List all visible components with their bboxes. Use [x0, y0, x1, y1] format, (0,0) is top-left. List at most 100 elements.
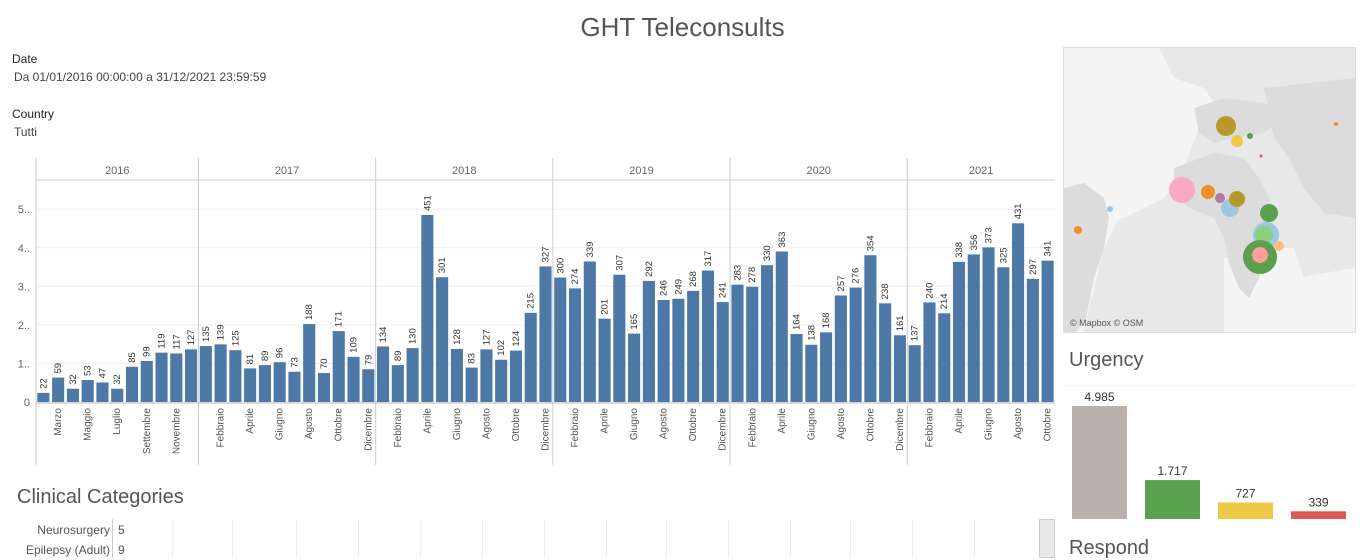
bar-value-label: 292	[644, 261, 655, 277]
bar-value-label: 135	[201, 326, 212, 342]
bar	[155, 352, 168, 402]
bar-value-label: 188	[304, 304, 315, 320]
month-label: Dicembre	[363, 408, 374, 451]
bar	[244, 368, 257, 402]
bar-value-label: 139	[216, 325, 227, 341]
bar-value-label: 127	[186, 329, 197, 345]
urgency-value-label: 727	[1235, 487, 1255, 501]
urgency-value-label: 339	[1308, 495, 1328, 509]
month-label: Marzo	[53, 408, 64, 436]
bar-value-label: 317	[703, 251, 714, 267]
bar	[716, 302, 729, 402]
bar-value-label: 137	[910, 325, 921, 341]
bar	[450, 348, 463, 402]
bar-value-label: 297	[1028, 259, 1039, 275]
urgency-chart: 4.985 1.717 727 339	[1063, 385, 1355, 519]
bar-value-label: 161	[895, 315, 906, 331]
date-filter-value[interactable]: Da 01/01/2016 00:00:00 a 31/12/2021 23:5…	[14, 70, 267, 84]
bar	[421, 215, 434, 402]
bar-value-label: 119	[157, 334, 168, 349]
year-label: 2021	[969, 165, 993, 177]
bar-value-label: 257	[836, 276, 847, 292]
y-tick-label: 4..	[18, 243, 30, 255]
bar	[66, 388, 79, 402]
month-label: Luglio	[112, 408, 123, 435]
bar	[613, 274, 626, 402]
month-label: Febbraio	[924, 408, 935, 448]
map[interactable]: © Mapbox © OSM	[1063, 47, 1356, 333]
bar-value-label: 168	[821, 312, 832, 328]
bar-value-label: 89	[260, 351, 271, 362]
urgency-value-label: 1.717	[1157, 464, 1187, 478]
bar	[583, 261, 596, 402]
month-label: Agosto	[836, 408, 847, 440]
bar	[214, 344, 227, 402]
date-filter-label: Date	[12, 52, 38, 66]
bar-value-label: 238	[880, 283, 891, 299]
urgency-bar	[1218, 502, 1273, 519]
bar-value-label: 201	[600, 299, 611, 315]
month-label: Ottobre	[511, 408, 522, 442]
month-label: Dicembre	[718, 408, 729, 451]
bar	[834, 295, 847, 402]
bar	[258, 365, 271, 402]
bar	[672, 298, 685, 402]
bar-value-label: 70	[319, 358, 330, 369]
bar	[495, 359, 508, 402]
bar	[480, 349, 493, 402]
bar	[893, 335, 906, 402]
bar-value-label: 124	[511, 331, 522, 347]
bar-value-label: 32	[112, 374, 123, 385]
clinical-row-name: Neurosurgery	[37, 523, 110, 537]
month-label: Aprile	[600, 408, 611, 434]
month-label: Ottobre	[334, 408, 345, 442]
year-label: 2019	[629, 165, 653, 177]
bar	[229, 350, 242, 402]
urgency-title: Urgency	[1069, 349, 1144, 371]
bar	[125, 366, 139, 402]
urgency-bar	[1072, 406, 1127, 519]
month-label: Febbraio	[216, 408, 227, 448]
bar	[288, 371, 301, 402]
bar-value-label: 240	[924, 283, 935, 299]
bar-value-label: 341	[1043, 241, 1054, 257]
bar-value-label: 249	[673, 279, 684, 295]
month-label: Giugno	[984, 408, 995, 441]
bar	[465, 367, 478, 402]
bar-value-label: 109	[349, 337, 360, 353]
bar-value-label: 53	[83, 365, 94, 376]
bar-value-label: 363	[777, 232, 788, 248]
bar	[81, 380, 94, 402]
month-label: Agosto	[1013, 408, 1024, 440]
bar	[539, 266, 552, 402]
bar	[568, 288, 582, 402]
month-label: Ottobre	[865, 408, 876, 442]
bar	[37, 392, 50, 402]
bar-value-label: 171	[334, 311, 345, 327]
country-filter-value[interactable]: Tutti	[14, 125, 37, 139]
month-label: Aprile	[422, 408, 433, 434]
bar-value-label: 327	[541, 247, 552, 263]
clinical-row[interactable]: Neurosurgery 5	[0, 523, 126, 537]
bar	[376, 346, 390, 402]
bar-value-label: 73	[289, 357, 300, 368]
bar-value-label: 89	[393, 351, 404, 362]
bar-value-label: 81	[245, 354, 256, 365]
clinical-row-count: 5	[118, 523, 125, 537]
clinical-row[interactable]: Epilepsy (Adult) 9	[0, 543, 126, 557]
bar	[923, 302, 936, 402]
clinical-divider	[112, 519, 113, 558]
bar	[760, 265, 774, 402]
bar	[1041, 260, 1054, 402]
bar	[598, 318, 611, 402]
bar-value-label: 301	[437, 257, 448, 273]
clinical-scrollbar[interactable]	[1039, 519, 1055, 558]
bar-value-label: 354	[865, 235, 876, 251]
bar-value-label: 128	[452, 329, 463, 345]
bar-value-label: 96	[275, 348, 286, 359]
bar	[746, 286, 759, 402]
urgency-bar	[1291, 511, 1346, 519]
bar-value-label: 300	[555, 258, 566, 274]
bar	[849, 287, 862, 402]
bar-value-label: 325	[998, 247, 1009, 263]
